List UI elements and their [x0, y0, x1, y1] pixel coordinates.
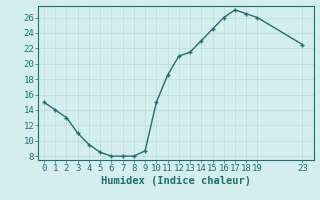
X-axis label: Humidex (Indice chaleur): Humidex (Indice chaleur) [101, 176, 251, 186]
